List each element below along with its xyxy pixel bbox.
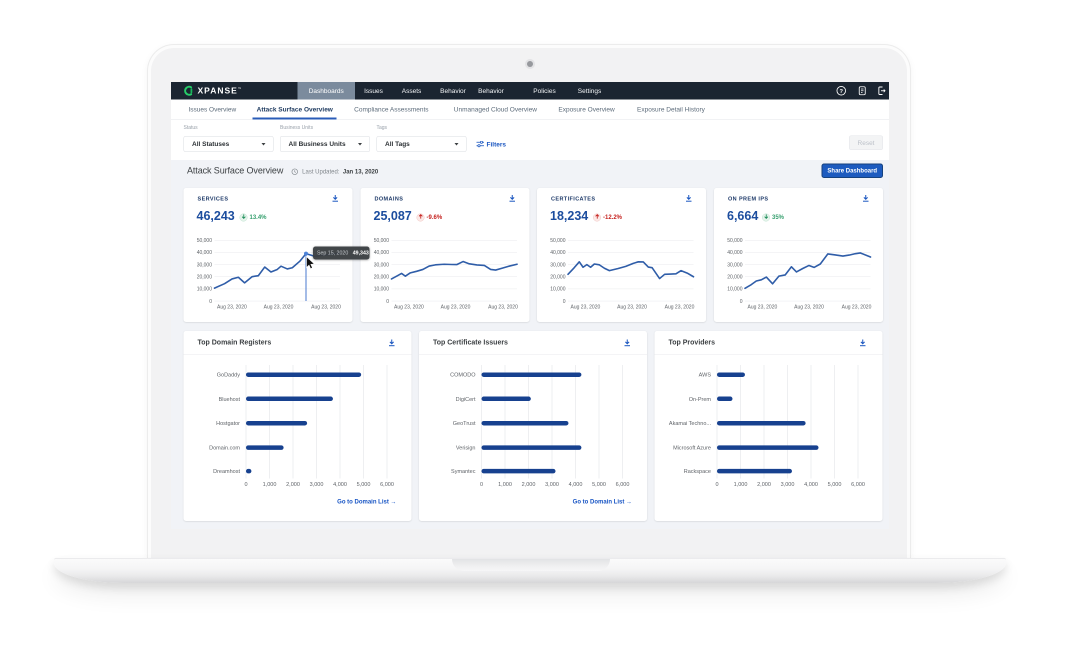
svg-text:20,000: 20,000	[374, 275, 390, 281]
svg-text:Bluehost: Bluehost	[219, 397, 241, 403]
svg-text:Verisign: Verisign	[456, 446, 476, 452]
svg-text:4,000: 4,000	[569, 482, 583, 488]
svg-text:30,000: 30,000	[374, 262, 390, 268]
svg-text:1,000: 1,000	[263, 482, 277, 488]
svg-text:Aug 23, 2020: Aug 23, 2020	[748, 305, 778, 311]
svg-text:Aug 23, 2020: Aug 23, 2020	[488, 305, 518, 311]
svg-text:6,000: 6,000	[851, 482, 865, 488]
svg-text:Aug 23, 2020: Aug 23, 2020	[617, 305, 647, 311]
svg-text:AWS: AWS	[699, 373, 712, 379]
svg-text:40,000: 40,000	[197, 250, 213, 256]
svg-text:10,000: 10,000	[197, 287, 213, 293]
svg-text:40,000: 40,000	[374, 250, 390, 256]
svg-text:Aug 23, 2020: Aug 23, 2020	[264, 305, 294, 311]
svg-text:On-Prem: On-Prem	[689, 397, 712, 403]
svg-text:4,000: 4,000	[804, 482, 818, 488]
svg-text:GeoTrust: GeoTrust	[453, 421, 476, 427]
svg-text:2,000: 2,000	[286, 482, 300, 488]
svg-text:Aug 23, 2020: Aug 23, 2020	[665, 305, 695, 311]
svg-text:?: ?	[839, 89, 843, 95]
svg-text:5,000: 5,000	[592, 482, 606, 488]
svg-text:0: 0	[740, 299, 743, 305]
svg-text:Rackspace: Rackspace	[684, 469, 711, 475]
svg-text:20,000: 20,000	[727, 275, 743, 281]
svg-text:50,000: 50,000	[374, 238, 390, 244]
svg-text:50,000: 50,000	[197, 238, 213, 244]
svg-text:Aug 23, 2020: Aug 23, 2020	[311, 305, 341, 311]
svg-text:Akamai Techno...: Akamai Techno...	[669, 421, 712, 427]
svg-text:3,000: 3,000	[545, 482, 559, 488]
svg-text:2,000: 2,000	[757, 482, 771, 488]
svg-text:0: 0	[386, 299, 389, 305]
svg-text:1,000: 1,000	[734, 482, 748, 488]
svg-text:0: 0	[563, 299, 566, 305]
svg-text:30,000: 30,000	[197, 262, 213, 268]
svg-text:Aug 23, 2020: Aug 23, 2020	[571, 305, 601, 311]
svg-text:0: 0	[715, 482, 718, 488]
svg-text:10,000: 10,000	[550, 287, 566, 293]
svg-text:3,000: 3,000	[781, 482, 795, 488]
svg-text:6,000: 6,000	[616, 482, 630, 488]
svg-text:2,000: 2,000	[522, 482, 536, 488]
svg-text:Aug 23, 2020: Aug 23, 2020	[217, 305, 247, 311]
svg-text:Microsoft Azure: Microsoft Azure	[673, 446, 711, 452]
svg-text:40,000: 40,000	[727, 250, 743, 256]
svg-text:30,000: 30,000	[727, 262, 743, 268]
svg-text:6,000: 6,000	[380, 482, 394, 488]
svg-text:Hostgator: Hostgator	[216, 421, 240, 427]
svg-text:GoDaddy: GoDaddy	[217, 373, 240, 379]
svg-text:Aug 23, 2020: Aug 23, 2020	[441, 305, 471, 311]
svg-text:1,000: 1,000	[498, 482, 512, 488]
svg-text:0: 0	[480, 482, 483, 488]
svg-text:5,000: 5,000	[357, 482, 371, 488]
svg-text:Aug 23, 2020: Aug 23, 2020	[394, 305, 424, 311]
svg-text:40,000: 40,000	[550, 250, 566, 256]
svg-text:10,000: 10,000	[374, 287, 390, 293]
svg-text:COMODO: COMODO	[450, 373, 476, 379]
svg-text:Aug 23, 2020: Aug 23, 2020	[842, 305, 872, 311]
svg-text:Dreamhost: Dreamhost	[213, 469, 240, 475]
svg-text:3,000: 3,000	[310, 482, 324, 488]
svg-text:50,000: 50,000	[727, 238, 743, 244]
svg-text:20,000: 20,000	[550, 275, 566, 281]
svg-text:Symantec: Symantec	[451, 469, 476, 475]
svg-text:0: 0	[244, 482, 247, 488]
svg-text:5,000: 5,000	[828, 482, 842, 488]
svg-text:30,000: 30,000	[550, 262, 566, 268]
svg-text:20,000: 20,000	[197, 275, 213, 281]
svg-text:DigiCert: DigiCert	[456, 397, 476, 403]
svg-text:10,000: 10,000	[727, 287, 743, 293]
svg-text:4,000: 4,000	[333, 482, 347, 488]
svg-text:50,000: 50,000	[550, 238, 566, 244]
svg-text:0: 0	[209, 299, 212, 305]
svg-text:Domain.com: Domain.com	[209, 446, 240, 452]
svg-text:Aug 23, 2020: Aug 23, 2020	[794, 305, 824, 311]
